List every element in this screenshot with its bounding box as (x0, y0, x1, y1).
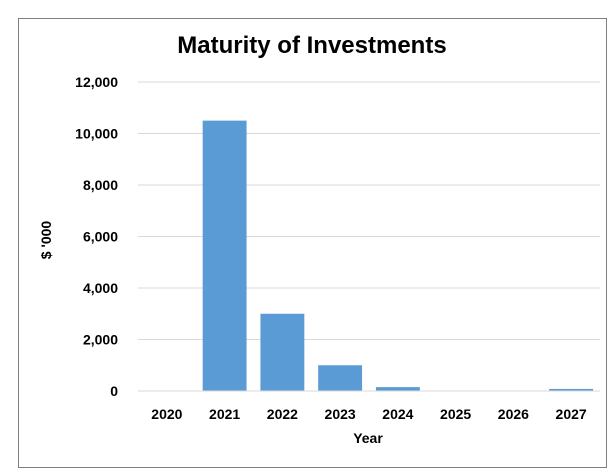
x-tick-label: 2025 (440, 406, 471, 422)
x-tick-label: 2022 (267, 406, 298, 422)
x-tick-label: 2023 (325, 406, 356, 422)
y-tick-label: 2,000 (83, 332, 118, 348)
x-tick-labels: 2020 2021 2022 2023 2024 2025 2026 2027 (151, 406, 587, 422)
bars (202, 120, 594, 391)
x-tick-label: 2027 (556, 406, 587, 422)
y-axis-title: $ '000 (38, 221, 54, 260)
y-tick-label: 10,000 (75, 126, 118, 142)
y-tick-label: 4,000 (83, 280, 118, 296)
x-tick-label: 2020 (151, 406, 182, 422)
x-tick-label: 2026 (498, 406, 529, 422)
y-tick-label: 0 (110, 383, 118, 399)
x-axis-title: Year (353, 430, 383, 446)
bar-2024 (375, 387, 420, 391)
bar-2022 (260, 313, 305, 391)
chart-title: Maturity of Investments (177, 32, 446, 59)
bar-2027 (549, 388, 594, 391)
y-tick-label: 12,000 (75, 74, 118, 90)
y-tick-label: 6,000 (83, 229, 118, 245)
x-tick-label: 2021 (209, 406, 240, 422)
bar-2021 (202, 120, 247, 391)
y-tick-label: 8,000 (83, 177, 118, 193)
chart-frame (18, 18, 607, 468)
y-tick-labels: 0 2,000 4,000 6,000 8,000 10,000 12,000 (75, 74, 118, 399)
x-tick-label: 2024 (382, 406, 413, 422)
bar-2023 (318, 365, 363, 391)
